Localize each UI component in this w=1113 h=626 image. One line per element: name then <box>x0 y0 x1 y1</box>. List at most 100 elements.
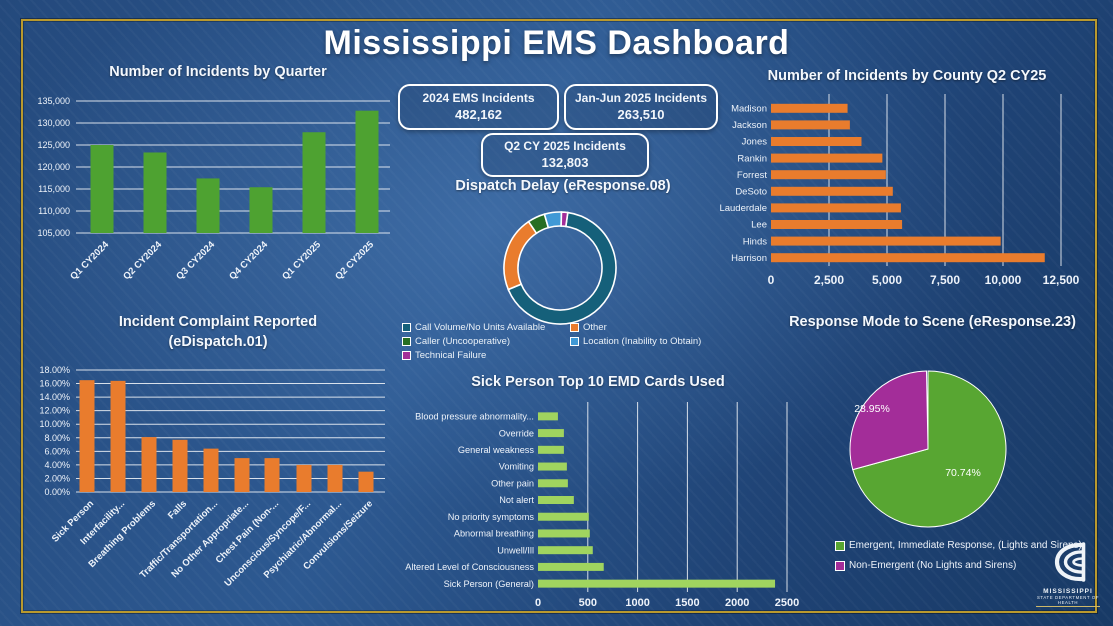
chart-title-line2: (eDispatch.01) <box>168 334 268 350</box>
bar <box>771 153 883 163</box>
bar <box>538 479 568 488</box>
pie-slice <box>852 370 1007 528</box>
legend-label: Caller (Uncooperative) <box>415 336 511 347</box>
response-mode-pie-canvas: 70.74% 28.95% <box>849 370 1007 528</box>
bar <box>203 448 219 492</box>
legend-swatch <box>570 337 579 346</box>
legend-swatch <box>570 323 579 332</box>
category-label: Forrest <box>737 170 767 181</box>
dispatch-delay-chart: Dispatch Delay (eResponse.08) Call Volum… <box>398 178 728 370</box>
x-category-label: Q4 CY2024 <box>227 239 270 282</box>
chart-title: Number of Incidents by County Q2 CY25 <box>767 68 1047 84</box>
stat-value: 482,162 <box>455 106 502 122</box>
category-label: Lee <box>751 220 767 231</box>
donut-slice <box>543 211 563 229</box>
bar <box>143 152 167 233</box>
county-bar-chart-canvas: 0 2,500 5,000 7,500 10,000 12,500 Madison Jacks… <box>719 94 1080 287</box>
y-tick-label: 125,000 <box>37 140 70 150</box>
bar <box>538 529 590 538</box>
category-label: Abnormal breathing <box>454 529 534 539</box>
stat-value: 263,510 <box>617 106 665 122</box>
legend-swatch <box>402 323 411 332</box>
chart-title-line1: Incident Complaint Reported <box>118 314 318 330</box>
bar <box>538 562 604 571</box>
bar <box>771 120 850 130</box>
bar <box>771 236 1001 246</box>
stat-label: 2024 EMS Incidents <box>422 91 535 106</box>
x-tick-label: 0 <box>535 597 541 609</box>
x-tick-label: 1500 <box>675 597 699 609</box>
x-category-label: Q2 CY2025 <box>333 239 376 282</box>
bar <box>538 429 564 438</box>
x-category-label: Q3 CY2024 <box>174 239 217 282</box>
y-tick-label: 18.00% <box>39 365 70 375</box>
category-label: Altered Level of Consciousness <box>405 562 534 572</box>
dashboard-title: Mississippi EMS Dashboard <box>323 24 790 62</box>
chart-title: Number of Incidents by Quarter <box>109 64 327 80</box>
category-label: Sick Person (General) <box>444 579 534 589</box>
bar <box>771 220 903 229</box>
y-tick-label: 135,000 <box>37 96 70 106</box>
category-label: Jones <box>742 137 768 148</box>
legend-label: Call Volume/No Units Available <box>415 322 546 333</box>
legend-label: Location (Inability to Obtain) <box>583 336 702 347</box>
bar <box>771 170 886 180</box>
stat-label: Jan-Jun 2025 Incidents <box>574 91 708 106</box>
category-label: Madison <box>731 104 767 115</box>
bar <box>327 464 343 492</box>
y-tick-label: 120,000 <box>37 162 70 172</box>
donut-slice <box>560 211 569 228</box>
x-tick-label: 2000 <box>725 597 749 609</box>
incident-complaint-chart: Incident Complaint Reported (eDispatch.0… <box>28 312 408 622</box>
bar <box>538 579 776 588</box>
y-tick-label: 110,000 <box>38 206 70 216</box>
chart-title: Response Mode to Scene (eResponse.23) <box>789 314 1076 330</box>
stat-value: 132,803 <box>541 154 589 170</box>
bar <box>172 439 188 492</box>
incidents-by-county-chart: Number of Incidents by County Q2 CY25 0 2… <box>712 66 1102 316</box>
category-label: Unwell/Ill <box>497 545 534 555</box>
x-tick-label: 10,000 <box>985 273 1022 287</box>
bar <box>358 471 374 492</box>
response-mode-legend: Emergent, Immediate Response, (Lights an… <box>835 540 1082 580</box>
y-tick-label: 6.00% <box>44 446 70 456</box>
x-category-label: Q1 CY2025 <box>280 239 323 282</box>
x-tick-label: 7,500 <box>930 273 960 287</box>
category-label: Hinds <box>743 236 768 247</box>
stat-q2-cy2025-incidents: Q2 CY 2025 Incidents 132,803 <box>481 133 649 177</box>
category-label: Harrison <box>731 253 767 264</box>
y-tick-label: 10.00% <box>39 419 70 429</box>
stat-jan-jun-2025-incidents: Jan-Jun 2025 Incidents 263,510 <box>564 84 718 130</box>
category-label: Other pain <box>491 478 534 488</box>
msdh-logo: Mississippi State Department of Health <box>1036 542 1100 607</box>
x-tick-label: 1000 <box>625 597 649 609</box>
y-tick-label: 4.00% <box>44 460 70 470</box>
donut-slice <box>507 211 617 325</box>
bar <box>538 546 593 555</box>
x-tick-label: 5,000 <box>872 273 902 287</box>
category-label: Lauderdale <box>719 203 767 214</box>
category-label: Rankin <box>737 153 767 164</box>
bar <box>771 253 1045 263</box>
bar <box>771 186 893 196</box>
emd-bar-chart-canvas: 0 500 1000 1500 2000 2500 Blood pressure abnor… <box>405 402 799 609</box>
bar <box>538 462 567 471</box>
gold-border <box>21 19 1097 613</box>
bar <box>264 458 280 492</box>
legend-swatch <box>835 540 845 551</box>
dispatch-delay-donut-canvas <box>503 211 617 325</box>
pie-percentage-label: 70.74% <box>945 467 981 479</box>
pie-slice <box>849 370 929 471</box>
y-tick-label: 2.00% <box>44 473 70 483</box>
legend-item: Other <box>570 322 701 333</box>
bar <box>234 458 250 492</box>
quarter-bar-chart-canvas: 105,000 110,000 115,000 120,000 125,000 130,0… <box>37 96 390 282</box>
bar <box>771 137 862 146</box>
bar <box>296 464 312 492</box>
msdh-logo-icon <box>1054 542 1086 582</box>
category-label: Not alert <box>499 495 534 505</box>
legend-label: Other <box>583 322 607 333</box>
chart-title: Sick Person Top 10 EMD Cards Used <box>471 374 725 390</box>
bar <box>355 110 379 233</box>
